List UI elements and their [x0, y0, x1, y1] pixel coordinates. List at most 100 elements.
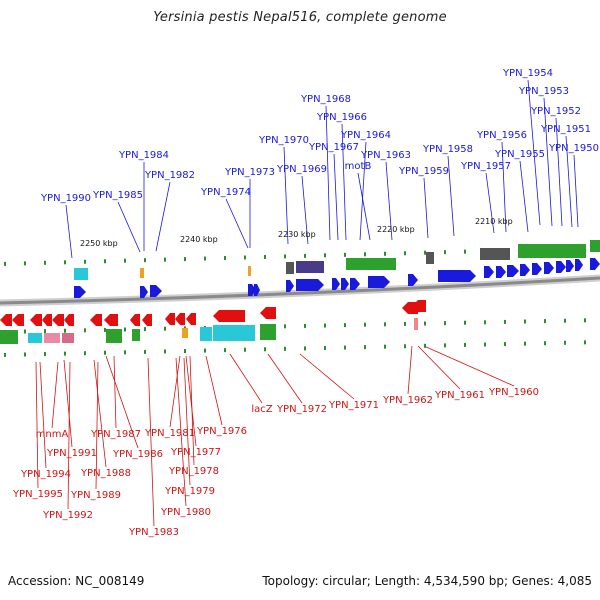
gene-label-top: YPN_1984	[118, 150, 169, 161]
gene-label-top: YPN_1974	[200, 187, 251, 198]
reverse-gene-arrow	[42, 314, 52, 326]
genome-backbone	[0, 274, 600, 307]
reverse-gene-arrow	[64, 314, 74, 326]
gene-label-top: YPN_1958	[422, 144, 473, 155]
label-leader-top	[423, 177, 429, 239]
gene-label-top: YPN_1954	[502, 68, 553, 79]
tick-mark-bottom-outer	[324, 345, 326, 350]
tick-mark-bottom-outer	[224, 348, 226, 353]
map-title: Yersinia pestis Nepal516, complete genom…	[153, 10, 447, 25]
gene-label-top: YPN_1963	[360, 150, 411, 161]
reverse-gene-arrow	[0, 314, 12, 326]
gene-label-bottom: YPN_1991	[46, 448, 97, 459]
kbp-tick-label: 2210 kbp	[475, 217, 513, 226]
gene-label-top: YPN_1967	[308, 142, 359, 153]
reverse-gene-arrow	[260, 307, 276, 319]
feature-tracks	[0, 240, 600, 344]
reverse-gene-arrow	[90, 314, 102, 326]
label-leader-top	[519, 160, 529, 233]
tick-mark-top	[364, 252, 366, 257]
gene-label-top: YPN_1973	[224, 167, 275, 178]
label-leader-bottom	[63, 359, 73, 448]
label-leader-top	[155, 181, 171, 252]
feature-box-top	[590, 240, 600, 252]
feature-box-bottom	[200, 327, 212, 341]
tick-mark-bottom	[524, 319, 526, 324]
tick-mark-bottom-outer	[284, 346, 286, 351]
feature-box-top	[480, 248, 510, 260]
label-leaders	[35, 79, 579, 527]
tick-mark-bottom	[124, 327, 126, 332]
tick-mark-bottom	[324, 323, 326, 328]
forward-gene-arrow	[575, 259, 583, 271]
tick-mark-bottom-outer	[264, 347, 266, 352]
tick-mark-bottom	[364, 322, 366, 327]
feature-box-top	[346, 258, 396, 270]
backbone-line	[0, 276, 600, 305]
label-leader-top	[357, 172, 371, 241]
tick-mark-top	[224, 256, 226, 261]
gene-label-top: YPN_1955	[494, 149, 545, 160]
feature-box-bottom	[44, 333, 60, 343]
tick-mark-bottom-outer	[24, 352, 26, 357]
label-leader-bottom	[51, 361, 59, 429]
tick-mark-top	[4, 261, 6, 266]
tick-mark-top	[104, 259, 106, 264]
gene-label-top: YPN_1959	[398, 166, 449, 177]
label-leader-top	[325, 105, 331, 241]
gene-label-bottom: YPN_1977	[170, 447, 221, 458]
tick-mark-top	[184, 257, 186, 262]
reverse-gene-arrow	[12, 314, 24, 326]
feature-box-top	[286, 262, 294, 274]
gene-label-bottom: YPN_1962	[382, 395, 433, 406]
tick-mark-top	[344, 252, 346, 257]
tick-mark-top	[404, 251, 406, 256]
kbp-tick-label: 2240 kbp	[180, 235, 218, 244]
tick-mark-top	[84, 259, 86, 264]
gene-label-bottom: YPN_1978	[168, 466, 219, 477]
gene-label-top: YPN_1952	[530, 106, 581, 117]
tick-mark-bottom-outer	[584, 340, 586, 345]
reverse-gene-arrow	[130, 314, 140, 326]
gene-label-top: YPN_1990	[40, 193, 91, 204]
tick-mark-bottom-outer	[484, 342, 486, 347]
tick-mark-bottom-outer	[164, 349, 166, 354]
forward-gene-arrow	[150, 285, 162, 297]
reverse-gene-arrow	[104, 314, 118, 326]
tick-mark-bottom	[164, 326, 166, 331]
tick-mark-bottom-outer	[304, 346, 306, 351]
feature-box-bottom	[0, 330, 18, 344]
label-leader-bottom	[417, 345, 461, 390]
tick-mark-bottom	[484, 320, 486, 325]
label-leader-bottom	[113, 355, 117, 429]
reverse-gene-arrow	[213, 310, 245, 322]
tick-mark-bottom-outer	[544, 341, 546, 346]
gene-label-top: YPN_1953	[518, 86, 569, 97]
gene-label-bottom: YPN_1972	[276, 404, 327, 415]
tick-mark-bottom-outer	[564, 340, 566, 345]
forward-gene-arrow	[566, 260, 574, 272]
forward-gene-arrow	[286, 280, 294, 292]
tick-mark-top	[444, 250, 446, 255]
label-leader-bottom	[423, 345, 515, 387]
label-leader-top	[447, 155, 455, 237]
tick-mark-top	[144, 258, 146, 263]
tick-mark-bottom	[304, 323, 306, 328]
gene-label-bottom: YPN_1980	[160, 507, 211, 518]
tick-mark-top	[384, 251, 386, 256]
forward-gene-arrow	[438, 270, 476, 282]
label-leader-bottom	[185, 355, 197, 447]
label-leader-bottom	[175, 357, 187, 507]
gene-label-top: YPN_1956	[476, 130, 527, 141]
label-leader-bottom	[407, 345, 413, 395]
tick-mark-bottom-outer	[144, 349, 146, 354]
label-leader-bottom	[105, 355, 139, 449]
label-leader-top	[565, 135, 573, 228]
forward-gene-arrow	[532, 263, 542, 275]
tick-mark-top	[304, 253, 306, 258]
label-leader-bottom	[39, 361, 47, 469]
reverse-gene-arrow	[30, 314, 42, 326]
gene-label-bottom: YPN_1961	[434, 390, 485, 401]
gene-label-top: YPN_1964	[340, 130, 391, 141]
tick-mark-bottom-outer	[444, 343, 446, 348]
